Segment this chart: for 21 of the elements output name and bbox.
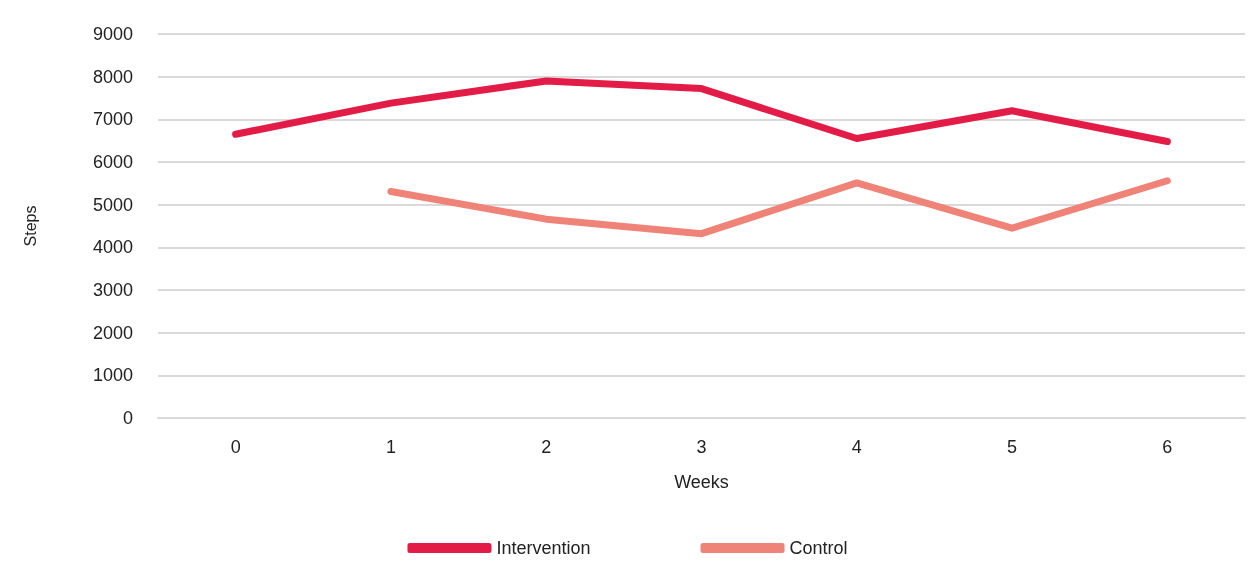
x-tick-label: 1 bbox=[385, 437, 396, 457]
y-tick-label: 8000 bbox=[92, 66, 133, 87]
x-tick-label: 6 bbox=[1162, 437, 1173, 457]
y-tick-label: 4000 bbox=[92, 237, 133, 258]
x-tick-label: 2 bbox=[541, 437, 552, 457]
x-tick-label: 5 bbox=[1007, 437, 1018, 457]
legend-label: Control bbox=[789, 538, 848, 558]
x-tick-label: 4 bbox=[851, 437, 862, 457]
y-tick-label: 7000 bbox=[92, 109, 133, 130]
y-tick-label: 0 bbox=[122, 408, 133, 428]
y-tick-label: 2000 bbox=[92, 322, 133, 343]
y-tick-label: 5000 bbox=[92, 194, 133, 215]
y-tick-label: 1000 bbox=[92, 365, 133, 386]
x-tick-label: 0 bbox=[230, 437, 241, 457]
x-axis-title: Weeks bbox=[674, 472, 729, 492]
y-tick-label: 6000 bbox=[92, 152, 133, 172]
y-tick-label: 9000 bbox=[92, 24, 133, 44]
legend-label: Intervention bbox=[496, 538, 591, 558]
x-tick-label: 3 bbox=[696, 437, 707, 457]
y-tick-label: 3000 bbox=[92, 280, 133, 300]
y-axis-title: Steps bbox=[21, 205, 39, 247]
